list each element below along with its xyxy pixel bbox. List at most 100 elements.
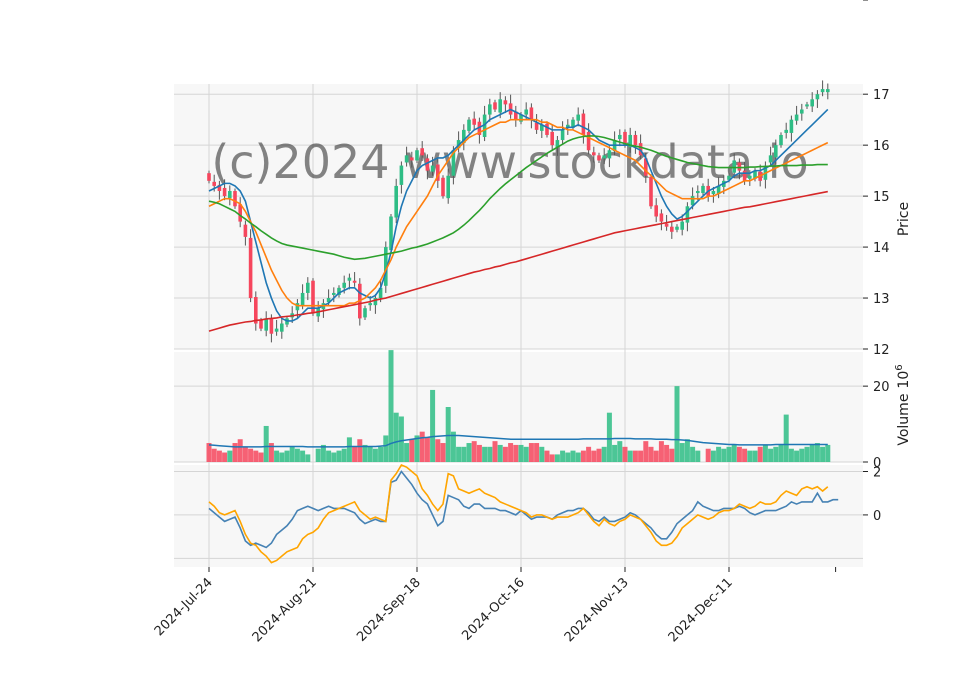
ma-slow-line xyxy=(208,135,828,261)
candle-down xyxy=(207,173,211,181)
candle-up xyxy=(373,298,378,306)
oscillator-tick-label: 0 xyxy=(873,509,881,524)
candle-up xyxy=(784,129,788,133)
volume-bar xyxy=(206,443,212,462)
candle-up xyxy=(727,175,731,180)
candle-up xyxy=(368,303,372,306)
price-tick-label: 13 xyxy=(873,292,890,307)
volume-bar xyxy=(461,446,467,462)
candle-down xyxy=(623,131,627,146)
candle-up xyxy=(332,292,336,295)
candle-up xyxy=(685,206,690,223)
volume-bar xyxy=(752,450,758,462)
candle-up xyxy=(701,185,705,194)
volume-bar xyxy=(591,450,597,462)
volume-bar xyxy=(586,446,592,462)
candle-up xyxy=(805,104,809,107)
volume-bar xyxy=(232,443,238,462)
volume-bar xyxy=(336,450,342,462)
candle-up xyxy=(815,94,820,100)
candle-down xyxy=(477,121,482,135)
volume-bar xyxy=(502,446,508,462)
volume-bar xyxy=(710,450,716,462)
candle-up xyxy=(384,247,388,286)
price-panel-bg xyxy=(174,84,863,349)
price-tick-label: 17 xyxy=(873,88,890,103)
volume-bar xyxy=(492,441,498,462)
volume-bar xyxy=(632,450,638,462)
volume-bar xyxy=(482,446,488,462)
candle-down xyxy=(420,148,424,156)
candle-up xyxy=(774,145,778,158)
candle-up xyxy=(399,165,404,185)
candle-down xyxy=(638,143,643,156)
volume-bar xyxy=(346,437,352,462)
candle-up xyxy=(576,114,580,121)
candle-up xyxy=(404,155,409,163)
candle-down xyxy=(649,176,653,207)
volume-bar xyxy=(352,446,358,462)
candle-up xyxy=(602,155,606,159)
volume-bar xyxy=(424,437,430,462)
volume-bar xyxy=(279,452,285,462)
candle-up xyxy=(779,134,783,146)
candle-down xyxy=(654,205,658,217)
candle-down xyxy=(597,155,601,161)
volume-bar xyxy=(768,448,774,462)
volume-axis-label-exponent: 6 xyxy=(894,364,905,370)
volume-bar xyxy=(248,448,254,462)
volume-bar xyxy=(305,454,311,462)
volume-bar xyxy=(617,441,623,462)
volume-bar xyxy=(445,407,451,462)
volume-bar xyxy=(409,439,415,462)
volume-bar xyxy=(398,416,404,462)
candle-down xyxy=(259,320,263,329)
volume-bar xyxy=(638,450,644,462)
candle-down xyxy=(233,191,237,207)
candle-up xyxy=(337,287,341,295)
candle-up xyxy=(690,196,695,206)
volume-bar xyxy=(648,446,654,462)
volume-bar xyxy=(513,444,519,462)
candle-up xyxy=(451,150,456,176)
candle-down xyxy=(592,152,596,156)
volume-bar xyxy=(404,443,410,462)
volume-bar xyxy=(227,450,233,462)
oscillator-tick-label: 2 xyxy=(873,466,881,481)
volume-bar xyxy=(814,443,820,462)
candle-up xyxy=(394,185,398,218)
volume-bar xyxy=(778,444,784,462)
candle-down xyxy=(742,170,747,181)
volume-axis-label-text: Volume xyxy=(896,394,912,446)
candle-up xyxy=(347,277,352,281)
volume-bar xyxy=(211,448,217,462)
volume-bar xyxy=(809,444,815,462)
candle-down xyxy=(217,184,222,192)
volume-bar xyxy=(534,443,540,462)
volume-bar xyxy=(783,414,789,462)
volume-bar xyxy=(690,446,696,462)
candle-up xyxy=(820,89,825,93)
volume-bar xyxy=(575,452,581,462)
volume-bar xyxy=(528,443,534,462)
volume-bar xyxy=(222,452,228,462)
volume-bar xyxy=(596,448,602,462)
candle-up xyxy=(295,303,300,311)
volume-bar xyxy=(300,450,306,462)
ma-fast-line xyxy=(208,108,829,322)
volume-bar xyxy=(684,439,690,462)
volume-bar xyxy=(606,412,612,462)
volume-bar xyxy=(580,450,586,462)
volume-bar xyxy=(450,431,456,462)
candle-down xyxy=(243,224,248,237)
candle-down xyxy=(352,280,357,283)
volume-bar xyxy=(742,448,748,462)
candle-up xyxy=(753,170,757,179)
candles xyxy=(207,80,830,343)
volume-tick-label: 20 xyxy=(873,380,890,395)
volume-bar xyxy=(274,450,280,462)
volume-bar xyxy=(762,444,768,462)
volume-bar xyxy=(216,450,222,462)
candle-up xyxy=(524,109,528,115)
candle-down xyxy=(222,187,227,197)
